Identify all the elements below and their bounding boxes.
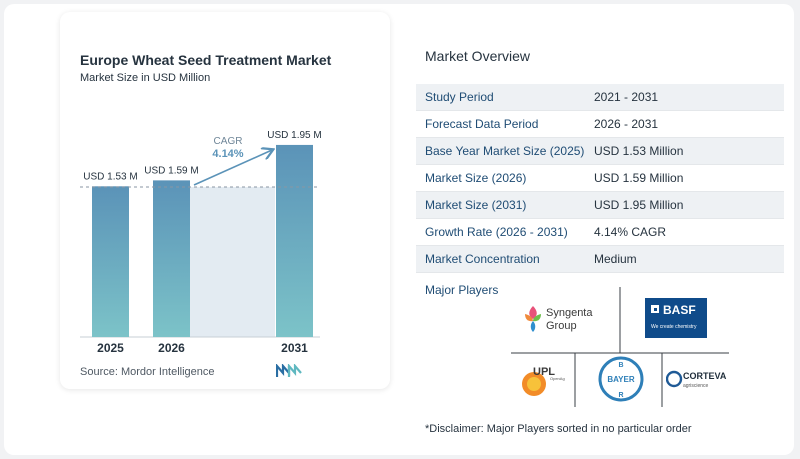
syngenta-logo: Syngenta Group — [522, 302, 602, 336]
overview-row: Market Size (2026) USD 1.59 Million — [416, 165, 784, 192]
overview-label: Forecast Data Period — [425, 117, 539, 131]
bar-2031 — [276, 144, 313, 337]
syngenta-name: Syngenta — [546, 307, 593, 319]
chart-subtitle: Market Size in USD Million — [80, 72, 211, 84]
x-tick-2025: 2025 — [97, 341, 124, 355]
upl-tagline: OpenAg — [550, 376, 565, 381]
overview-value: USD 1.53 Million — [594, 144, 684, 158]
syngenta-leaf-icon: Syngenta Group — [525, 306, 593, 332]
data-label-2026: USD 1.59 M — [144, 165, 198, 176]
overview-label: Market Size (2031) — [425, 198, 527, 212]
overview-row: Forecast Data Period 2026 - 2031 — [416, 111, 784, 138]
svg-text:R: R — [618, 392, 623, 399]
overview-label: Study Period — [425, 90, 494, 104]
cagr-arrow — [193, 150, 272, 186]
data-label-2025: USD 1.53 M — [83, 171, 137, 182]
overview-label: Growth Rate (2026 - 2031) — [425, 225, 568, 239]
corteva-logo: CORTEVA agriscience — [665, 366, 728, 392]
bar-2026 — [153, 180, 190, 337]
overview-row: Market Size (2031) USD 1.95 Million — [416, 192, 784, 219]
upl-logo: UPL OpenAg — [520, 362, 568, 398]
bar-2025 — [92, 186, 129, 337]
overview-value: USD 1.95 Million — [594, 198, 684, 212]
chart-title: Europe Wheat Seed Treatment Market — [80, 52, 332, 68]
cagr-value: 4.14% — [212, 148, 243, 160]
data-label-2031: USD 1.95 M — [267, 130, 321, 141]
x-tick-2026: 2026 — [158, 341, 185, 355]
overview-row: Base Year Market Size (2025) USD 1.53 Mil… — [416, 138, 784, 165]
overview-value: 4.14% CAGR — [594, 225, 667, 239]
basf-logo: BASF We create chemistry — [645, 298, 707, 338]
overview-value: 2026 - 2031 — [594, 117, 659, 131]
basf-name: BASF — [663, 303, 696, 317]
corteva-tagline: agriscience — [683, 383, 709, 389]
disclaimer-note: *Disclaimer: Major Players sorted in no … — [425, 423, 692, 435]
overview-row: Market Concentration Medium — [416, 246, 784, 273]
corteva-name: CORTEVA — [683, 371, 727, 381]
basf-tagline: We create chemistry — [651, 324, 697, 330]
overview-label: Market Size (2026) — [425, 171, 527, 185]
major-players-title: Major Players — [425, 283, 499, 297]
overview-label: Market Concentration — [425, 252, 540, 266]
syngenta-group: Group — [546, 320, 577, 332]
forecast-shade — [189, 187, 275, 337]
bayer-name: BAYER — [607, 375, 634, 384]
svg-text:B: B — [618, 362, 623, 369]
bayer-logo: BAYER B R — [598, 356, 644, 402]
overview-row: Growth Rate (2026 - 2031) 4.14% CAGR — [416, 219, 784, 246]
x-tick-2031: 2031 — [281, 341, 308, 355]
overview-title: Market Overview — [425, 48, 531, 64]
mordor-logo-icon — [276, 364, 302, 377]
overview-table: Study Period 2021 - 2031 Forecast Data Pe… — [416, 84, 784, 273]
overview-value: 2021 - 2031 — [594, 90, 659, 104]
overview-label: Base Year Market Size (2025) — [425, 144, 585, 158]
overview-value: Medium — [594, 252, 637, 266]
source-note: Source: Mordor Intelligence — [80, 366, 215, 378]
overview-row: Study Period 2021 - 2031 — [416, 84, 784, 111]
overview-value: USD 1.59 Million — [594, 171, 684, 185]
upl-name: UPL — [533, 366, 555, 378]
corteva-swirl-icon — [665, 370, 683, 388]
cagr-label: CAGR — [214, 136, 243, 147]
